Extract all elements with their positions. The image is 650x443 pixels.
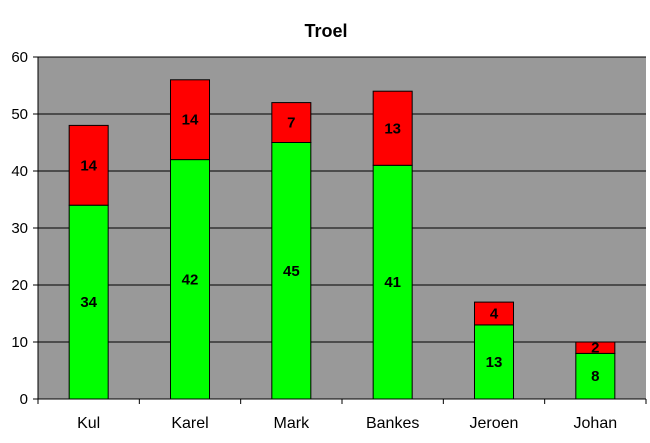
- x-tick-label: Johan: [574, 415, 618, 432]
- bar-segment: [68, 204, 109, 400]
- data-label: 14: [182, 112, 199, 129]
- x-tick-label: Mark: [274, 415, 311, 432]
- bars: [68, 79, 616, 400]
- bar-segment: [271, 102, 312, 143]
- data-label: 45: [283, 263, 300, 280]
- data-label: 41: [384, 274, 401, 291]
- data-label: 14: [80, 157, 97, 174]
- gridlines: [38, 56, 646, 343]
- y-tick-label: 0: [20, 391, 28, 408]
- bar-segment: [575, 352, 616, 400]
- bar-segment: [372, 90, 413, 166]
- bar-segment: [169, 79, 211, 161]
- bar-segment: [68, 124, 109, 206]
- x-tick-label: Kul: [77, 415, 100, 432]
- y-tick-label: 10: [11, 334, 28, 351]
- data-label: 34: [80, 294, 97, 311]
- data-labels: 34 14 42 14 45 7 41 13 13 4 8 2: [80, 112, 599, 386]
- bar-segment: [473, 301, 515, 326]
- x-tick-label: Bankes: [366, 415, 419, 432]
- y-tick-label: 40: [11, 163, 28, 180]
- data-label: 7: [287, 115, 295, 132]
- x-tick-label: Karel: [171, 415, 208, 432]
- bar-segment: [473, 324, 515, 400]
- data-label: 4: [490, 306, 499, 323]
- y-tick-label: 60: [11, 49, 28, 66]
- data-label: 8: [591, 368, 599, 385]
- data-label: 2: [591, 340, 599, 357]
- data-label: 42: [182, 271, 199, 288]
- y-tick-label: 30: [11, 220, 28, 237]
- data-label: 13: [384, 120, 401, 137]
- data-label: 13: [486, 354, 503, 371]
- y-tick-label: 20: [11, 277, 28, 294]
- bar-segment: [575, 341, 616, 354]
- y-tick-label: 50: [11, 106, 28, 123]
- axes: 0 10 20 30 40 50 60 Kul Karel Mark Bankes Jeroen Joh…: [11, 49, 647, 432]
- chart-title: Troel: [304, 21, 347, 41]
- x-tick-label: Jeroen: [470, 415, 519, 432]
